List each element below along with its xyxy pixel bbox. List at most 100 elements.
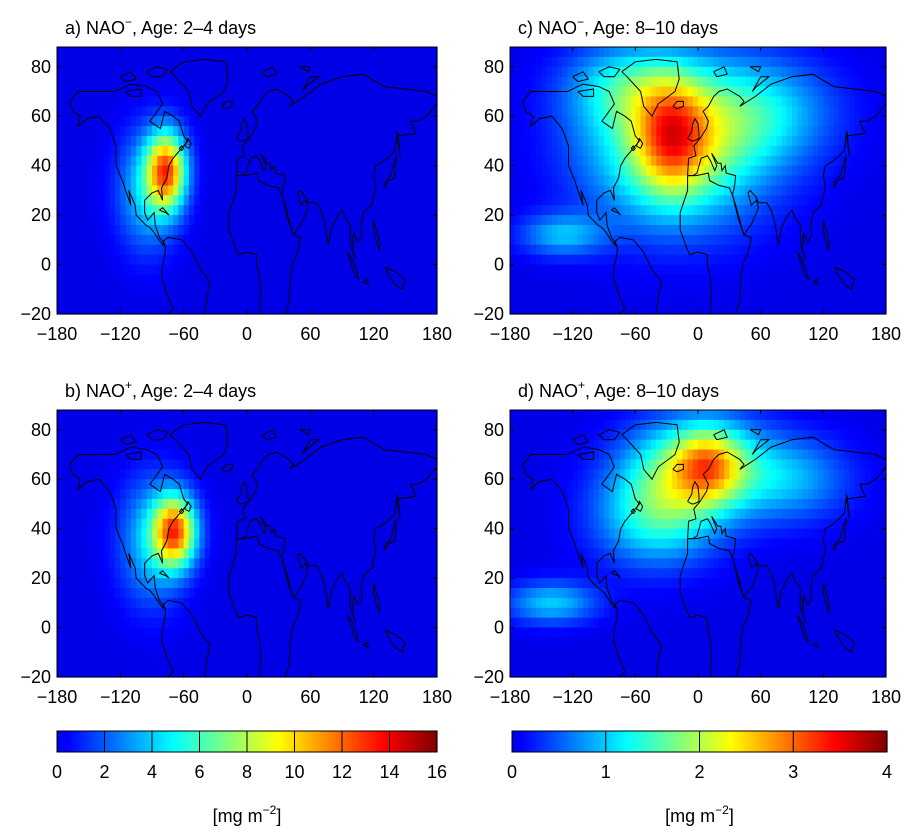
heat-cell	[635, 165, 642, 177]
heat-cell	[173, 294, 179, 305]
heat-cell	[283, 195, 290, 206]
heat-cell	[431, 195, 438, 206]
heat-cell	[410, 637, 417, 648]
heat-cell	[220, 145, 227, 157]
heat-cell	[204, 617, 211, 629]
heat-cell	[215, 274, 222, 285]
heat-cell	[551, 304, 558, 315]
heat-cell	[368, 667, 375, 678]
coastline	[301, 439, 321, 455]
heat-cell	[415, 410, 422, 421]
heat-cell	[624, 254, 631, 266]
heat-cell	[146, 657, 153, 668]
heat-cell	[551, 145, 558, 157]
heat-cell	[384, 459, 391, 470]
heat-cell	[88, 294, 95, 305]
heat-cell	[167, 647, 174, 658]
heat-cell	[378, 145, 385, 157]
heat-cell	[525, 244, 532, 256]
heat-cell	[310, 499, 317, 510]
heat-cell	[421, 47, 428, 58]
heat-cell	[194, 578, 201, 589]
heat-cell	[405, 508, 412, 520]
heat-cell	[157, 195, 164, 206]
heat-cell	[236, 244, 243, 256]
heat-cell	[410, 499, 417, 510]
heat-cell	[268, 244, 274, 256]
heat-cell	[394, 439, 401, 451]
heat-cell	[167, 56, 174, 68]
heat-cell	[236, 215, 243, 226]
heat-cell	[152, 657, 158, 668]
heat-cell	[167, 627, 174, 639]
heat-cell	[384, 244, 391, 256]
heat-cell	[588, 244, 595, 256]
heat-cell	[83, 479, 90, 490]
heat-cell	[426, 185, 433, 196]
heat-cell	[604, 155, 610, 167]
heat-cell	[109, 136, 116, 147]
heat-cell	[645, 116, 652, 127]
heat-cell	[389, 304, 396, 315]
heat-cell	[104, 597, 111, 609]
heat-cell	[146, 264, 153, 276]
heat-cell	[57, 56, 63, 68]
heat-cell	[692, 244, 699, 256]
heat-cell	[373, 234, 380, 246]
heat-cell	[310, 508, 317, 520]
heat-cell	[241, 86, 248, 98]
heat-cell	[305, 558, 311, 569]
heat-cell	[194, 205, 201, 216]
heat-cell	[93, 518, 100, 530]
heat-cell	[247, 469, 253, 480]
heat-cell	[342, 449, 348, 461]
heat-cell	[378, 469, 385, 480]
heat-cell	[173, 76, 179, 88]
heat-cell	[262, 185, 269, 196]
heat-cell	[57, 617, 63, 629]
heat-cell	[67, 419, 74, 431]
heat-cell	[162, 410, 169, 421]
heat-cell	[520, 116, 527, 127]
heat-cell	[294, 304, 301, 315]
heat-cell	[215, 588, 222, 599]
heat-cell	[204, 195, 211, 206]
heat-cell	[167, 538, 174, 550]
heat-cell	[352, 175, 359, 187]
heat-cell	[368, 56, 375, 68]
heat-cell	[405, 145, 412, 157]
heat-cell	[57, 225, 63, 236]
heat-cell	[677, 185, 683, 196]
heat-cell	[157, 548, 164, 559]
heat-cell	[368, 528, 375, 540]
heat-cell	[236, 304, 243, 315]
heat-cell	[630, 145, 636, 157]
heat-cell	[389, 234, 396, 246]
heat-cell	[541, 106, 548, 117]
heat-cell	[188, 66, 195, 78]
heat-cell	[394, 264, 401, 276]
heat-cell	[421, 558, 428, 569]
heat-cell	[320, 568, 327, 579]
heat-cell	[384, 274, 391, 285]
heat-cell	[294, 215, 301, 226]
heat-cell	[310, 647, 317, 658]
heat-cell	[247, 155, 253, 167]
heat-cell	[93, 76, 100, 88]
heat-cell	[93, 588, 100, 599]
heat-cell	[241, 489, 248, 500]
x-tick-label: 60	[300, 324, 320, 344]
heat-cell	[577, 86, 584, 98]
heat-cell	[619, 225, 626, 236]
heat-cell	[146, 410, 153, 421]
heat-cell	[72, 205, 79, 216]
panel-title-label: a) NAO	[65, 18, 125, 38]
heat-cell	[331, 304, 338, 315]
heat-cell	[347, 419, 354, 431]
heat-cell	[310, 215, 317, 226]
heat-cell	[357, 205, 364, 216]
heat-cell	[62, 617, 69, 629]
heat-cell	[278, 588, 285, 599]
heat-cell	[357, 215, 364, 226]
heat-cell	[368, 76, 375, 88]
